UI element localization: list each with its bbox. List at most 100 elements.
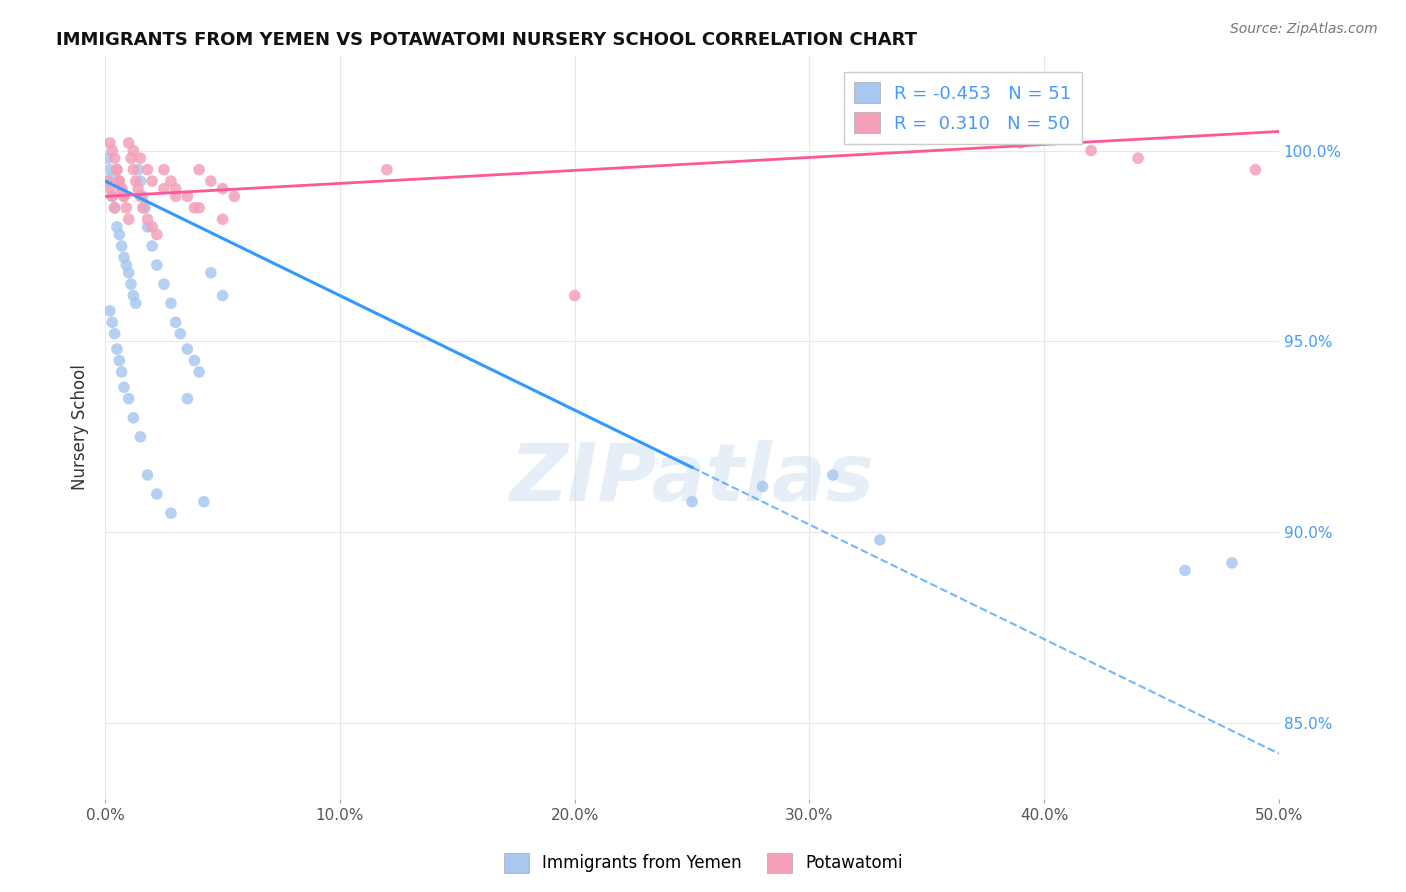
Point [127,162,149,177]
Point [111,239,134,253]
Point [112,189,135,203]
Point [176,189,198,203]
Point [120,151,142,165]
Point [112,189,135,203]
Point [105,342,128,356]
Point [160,296,183,310]
Point [125,296,148,310]
Point [115,201,138,215]
Point [375,162,398,177]
Point [115,258,138,272]
Point [104,151,127,165]
Point [200,174,222,188]
Point [211,212,233,227]
Point [101,144,124,158]
Point [129,189,152,203]
Point [112,251,135,265]
Point [160,506,183,520]
Point [153,162,176,177]
Point [129,174,152,188]
Point [122,288,145,302]
Point [146,487,169,501]
Point [108,174,131,188]
Point [122,162,145,177]
Point [188,201,211,215]
Point [97,174,120,188]
Point [224,189,246,203]
Y-axis label: Nursery School: Nursery School [72,364,89,491]
Point [564,288,586,302]
Point [153,182,176,196]
Point [165,182,187,196]
Point [108,174,131,188]
Point [112,380,135,394]
Point [101,189,124,203]
Point [1244,162,1267,177]
Point [129,430,152,444]
Point [101,189,124,203]
Point [134,201,156,215]
Point [136,212,159,227]
Point [751,479,773,493]
Point [176,342,198,356]
Point [101,170,124,185]
Point [160,174,183,188]
Point [188,365,211,379]
Point [183,201,205,215]
Point [98,136,121,150]
Point [169,326,191,341]
Point [108,353,131,368]
Point [118,392,141,406]
Point [821,468,844,483]
Point [101,315,124,329]
Point [118,136,141,150]
Point [97,151,120,165]
Point [111,182,134,196]
Point [122,410,145,425]
Point [141,219,163,234]
Point [183,353,205,368]
Point [104,201,127,215]
Point [176,392,198,406]
Point [681,494,703,508]
Point [105,219,128,234]
Point [98,304,121,318]
Text: ZIPatlas: ZIPatlas [509,441,875,518]
Point [105,162,128,177]
Point [211,288,233,302]
Legend: Immigrants from Yemen, Potawatomi: Immigrants from Yemen, Potawatomi [496,847,910,880]
Point [1126,151,1149,165]
Point [105,162,128,177]
Point [165,189,187,203]
Point [136,162,159,177]
Point [108,227,131,242]
Point [869,533,891,547]
Point [153,277,176,292]
Text: Source: ZipAtlas.com: Source: ZipAtlas.com [1230,22,1378,37]
Point [111,365,134,379]
Point [104,201,127,215]
Point [104,326,127,341]
Point [120,277,142,292]
Point [111,182,134,196]
Legend: R = -0.453   N = 51, R =  0.310   N = 50: R = -0.453 N = 51, R = 0.310 N = 50 [844,71,1083,144]
Point [127,182,149,196]
Point [141,174,163,188]
Point [125,174,148,188]
Point [193,494,215,508]
Point [1080,144,1102,158]
Point [1010,136,1032,150]
Point [98,162,121,177]
Point [141,239,163,253]
Point [211,182,233,196]
Point [118,212,141,227]
Point [136,468,159,483]
Point [188,162,211,177]
Point [118,266,141,280]
Point [200,266,222,280]
Point [1220,556,1243,570]
Point [129,151,152,165]
Point [136,219,159,234]
Point [132,189,155,203]
Text: IMMIGRANTS FROM YEMEN VS POTAWATOMI NURSERY SCHOOL CORRELATION CHART: IMMIGRANTS FROM YEMEN VS POTAWATOMI NURS… [56,31,917,49]
